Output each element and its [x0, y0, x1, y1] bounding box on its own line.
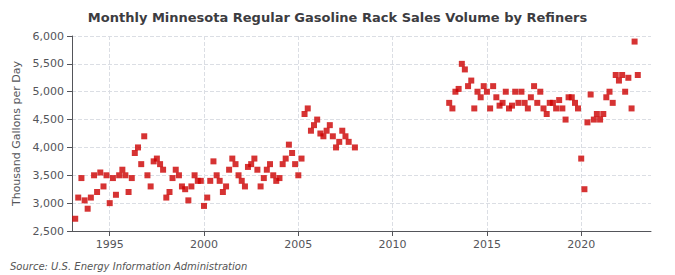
svg-text:2005: 2005: [284, 238, 312, 251]
svg-text:Thousand Gallons per Day: Thousand Gallons per Day: [10, 60, 23, 207]
svg-text:2010: 2010: [379, 238, 407, 251]
svg-text:Source: U.S. Energy Informatio: Source: U.S. Energy Information Administ…: [10, 261, 247, 272]
svg-text:2020: 2020: [567, 238, 595, 251]
svg-text:4,500: 4,500: [33, 113, 65, 126]
svg-text:2000: 2000: [190, 238, 218, 251]
svg-text:3,500: 3,500: [33, 169, 65, 182]
svg-text:6,000: 6,000: [33, 30, 65, 43]
svg-text:2,500: 2,500: [33, 225, 65, 238]
svg-text:1995: 1995: [96, 238, 124, 251]
svg-text:Monthly Minnesota Regular Gaso: Monthly Minnesota Regular Gasoline Rack …: [88, 10, 588, 25]
svg-text:2015: 2015: [473, 238, 501, 251]
svg-text:4,000: 4,000: [33, 141, 65, 154]
svg-text:3,000: 3,000: [33, 197, 65, 210]
svg-text:5,000: 5,000: [33, 85, 65, 98]
svg-text:5,500: 5,500: [33, 57, 65, 70]
